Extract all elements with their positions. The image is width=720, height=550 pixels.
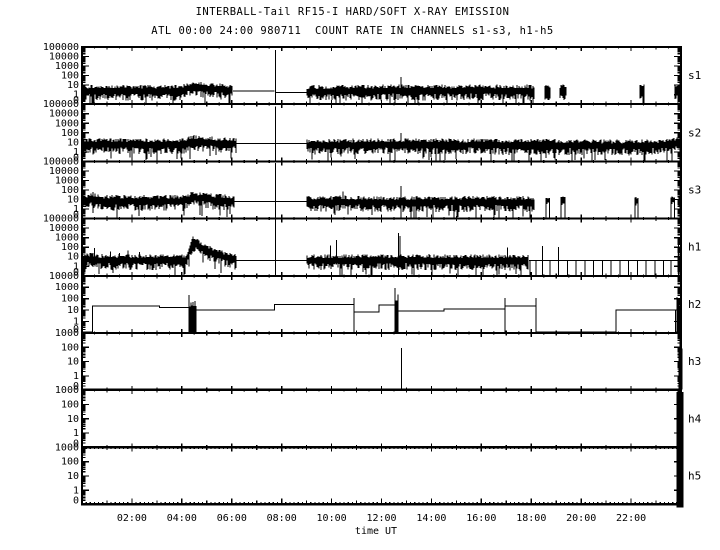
xtick-label: 16:00 xyxy=(466,513,496,524)
ytick-label-h2: 0 xyxy=(73,324,79,335)
panel-label-h1: h1 xyxy=(688,241,701,254)
ytick-label-h2: 1000 xyxy=(55,282,79,293)
trace-s1 xyxy=(81,49,682,104)
ytick-label-h4: 10 xyxy=(67,414,79,425)
ytick-label-s2: 1000 xyxy=(55,118,79,129)
ytick-label-s3: 10 xyxy=(67,195,79,206)
ytick-label-h3: 10 xyxy=(67,357,79,368)
ytick-label-s3: 100000 xyxy=(43,156,79,167)
ytick-label-h1: 100 xyxy=(61,242,79,253)
ytick-label-h4: 1 xyxy=(73,428,79,439)
ytick-label-h4: 0 xyxy=(73,438,79,449)
x-axis-title: time UT xyxy=(355,526,397,537)
ytick-label-s1: 10000 xyxy=(49,52,79,63)
panel-label-h2: h2 xyxy=(688,298,701,311)
ytick-label-s2: 100 xyxy=(61,128,79,139)
end-burst-bar-h5 xyxy=(676,449,684,508)
ytick-label-h1: 10000 xyxy=(49,223,79,234)
trace-h2 xyxy=(82,287,682,333)
ytick-label-s1: 100 xyxy=(61,71,79,82)
ytick-label-h5: 1 xyxy=(73,485,79,496)
trace-h3 xyxy=(82,336,683,390)
ytick-label-h5: 1000 xyxy=(55,442,79,453)
ytick-label-s3: 1000 xyxy=(55,176,79,187)
ytick-label-h2: 1 xyxy=(73,317,79,328)
ytick-label-s1: 0 xyxy=(73,95,79,106)
panel-h4: 1000 100 10 10 h4 xyxy=(55,385,702,451)
trace-s2 xyxy=(81,106,682,161)
x-axis-labels: 02:00 04:00 06:00 08:00 10:00 12:00 14:00 16:00… xyxy=(117,513,646,537)
ytick-label-s1: 100000 xyxy=(43,42,79,53)
trace-s3 xyxy=(81,162,682,219)
ytick-label-s3: 1 xyxy=(73,204,79,215)
ytick-label-h1: 100000 xyxy=(43,214,79,225)
ytick-label-s2: 10000 xyxy=(49,109,79,120)
panel-h3: 1000 100 10 10 h3 xyxy=(55,328,701,392)
ytick-label-h2: 100 xyxy=(61,294,79,305)
xtick-label: 12:00 xyxy=(366,513,396,524)
ytick-label-s2: 100000 xyxy=(43,99,79,110)
panel-frame-h4 xyxy=(81,389,682,449)
xtick-label: 06:00 xyxy=(217,513,247,524)
ytick-label-s3: 10000 xyxy=(49,166,79,177)
panel-label-s2: s2 xyxy=(688,126,701,139)
ytick-label-s2: 0 xyxy=(73,152,79,163)
ytick-label-s2: 10 xyxy=(67,137,79,148)
ytick-label-s1: 10 xyxy=(67,80,79,91)
xtick-label: 18:00 xyxy=(516,513,546,524)
ytick-label-h2: 10000 xyxy=(49,271,79,282)
panel-frame-h3 xyxy=(81,332,682,392)
panel-h5: 1000 100 10 10 h5 xyxy=(55,442,701,508)
panel-ticks-h4 xyxy=(81,389,682,448)
ytick-label-h5: 0 xyxy=(73,496,79,507)
end-burst-bar-h4 xyxy=(676,392,684,451)
chart-subtitle: ATL 00:00 24:00 980711 COUNT RATE IN CHA… xyxy=(151,25,554,37)
trace-h1 xyxy=(81,219,682,276)
ytick-label-h3: 100 xyxy=(61,342,79,353)
panel-ticks-h2 xyxy=(81,275,682,334)
ytick-label-h1: 10 xyxy=(67,252,79,263)
xtick-label: 02:00 xyxy=(117,513,147,524)
panel-ticks-h3 xyxy=(81,332,682,391)
ytick-label-s1: 1 xyxy=(73,90,79,101)
xtick-label: 14:00 xyxy=(416,513,446,524)
xtick-label: 20:00 xyxy=(566,513,596,524)
ytick-label-h1: 1 xyxy=(73,261,79,272)
ytick-label-h3: 0 xyxy=(73,381,79,392)
panel-label-s1: s1 xyxy=(688,69,701,82)
panel-label-h3: h3 xyxy=(688,355,701,368)
xtick-label: 04:00 xyxy=(167,513,197,524)
chart-title: INTERBALL-Tail RF15-I HARD/SOFT X-RAY EM… xyxy=(195,6,510,18)
ytick-label-h1: 1000 xyxy=(55,233,79,244)
ytick-label-s3: 100 xyxy=(61,185,79,196)
xtick-label: 10:00 xyxy=(317,513,347,524)
panel-label-h4: h4 xyxy=(688,412,702,425)
panel-label-h5: h5 xyxy=(688,470,701,483)
ytick-label-h3: 1000 xyxy=(55,328,79,339)
ytick-label-h2: 10 xyxy=(67,305,79,316)
panel-label-s3: s3 xyxy=(688,184,701,197)
ytick-label-s1: 1000 xyxy=(55,61,79,72)
xtick-label: 08:00 xyxy=(267,513,297,524)
panel-ticks-h5 xyxy=(81,446,682,506)
ytick-label-h4: 1000 xyxy=(55,385,79,396)
ytick-label-h5: 10 xyxy=(67,471,79,482)
ytick-label-h3: 1 xyxy=(73,371,79,382)
panel-frame-h5 xyxy=(81,446,682,506)
ytick-label-h1: 0 xyxy=(73,267,79,278)
ytick-label-h4: 100 xyxy=(61,400,79,411)
xtick-label: 22:00 xyxy=(616,513,646,524)
ytick-label-s2: 1 xyxy=(73,147,79,158)
ytick-label-h5: 100 xyxy=(61,457,79,468)
panel-frame-h2 xyxy=(81,274,682,334)
ytick-label-s3: 0 xyxy=(73,210,79,221)
